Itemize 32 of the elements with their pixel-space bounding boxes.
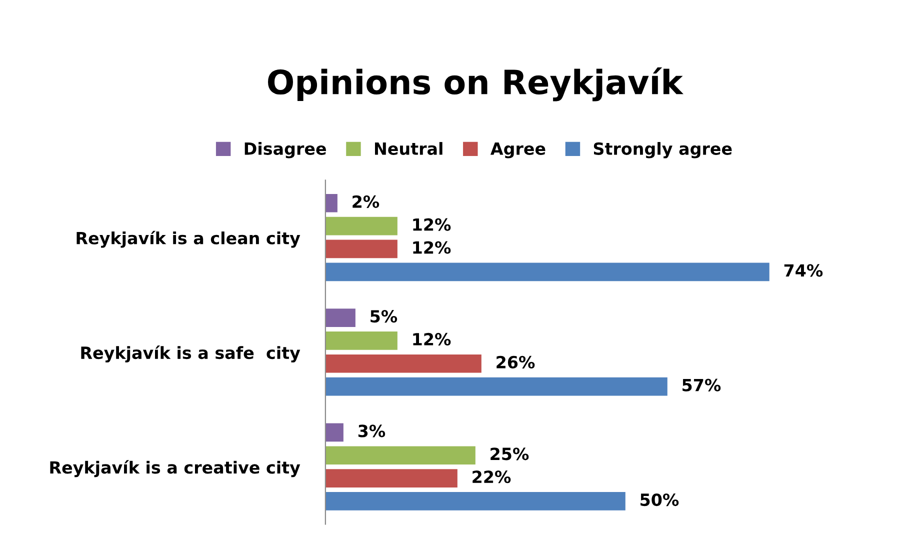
data-label: 57%: [682, 378, 721, 392]
bar: [325, 194, 338, 212]
bar: [325, 469, 458, 488]
legend-label: Strongly agree: [594, 142, 732, 158]
bar: [325, 354, 482, 373]
bar: [325, 308, 356, 327]
data-label: 12%: [413, 218, 451, 231]
legend-label: Agree: [490, 142, 546, 158]
data-label: 2%: [352, 195, 380, 208]
bar: [325, 240, 398, 258]
bar: [325, 216, 398, 236]
data-label: 12%: [413, 241, 451, 254]
bar: [325, 492, 626, 510]
data-label: 22%: [472, 470, 511, 484]
y-tick-label: Reykjavík is a safe city: [81, 346, 300, 362]
legend-label: Neutral: [375, 142, 442, 155]
bar: [325, 262, 770, 282]
data-label: 12%: [413, 332, 451, 346]
y-tick-label: Reykjavík is a clean city: [76, 230, 300, 248]
bar: [325, 332, 398, 350]
data-label: 74%: [784, 264, 823, 277]
data-label: 3%: [358, 424, 386, 438]
data-label: 50%: [640, 493, 679, 506]
data-label: 25%: [490, 448, 529, 460]
y-tick-label: Reykjavík is a creative city: [50, 460, 300, 478]
bar: [325, 423, 344, 442]
data-label: 26%: [496, 356, 535, 368]
bar: [325, 377, 668, 396]
bar: [325, 446, 476, 465]
data-label: 5%: [370, 310, 398, 323]
legend-label: Disagree: [244, 142, 326, 158]
chart-title: Opinions on Reykjavík: [268, 67, 684, 102]
